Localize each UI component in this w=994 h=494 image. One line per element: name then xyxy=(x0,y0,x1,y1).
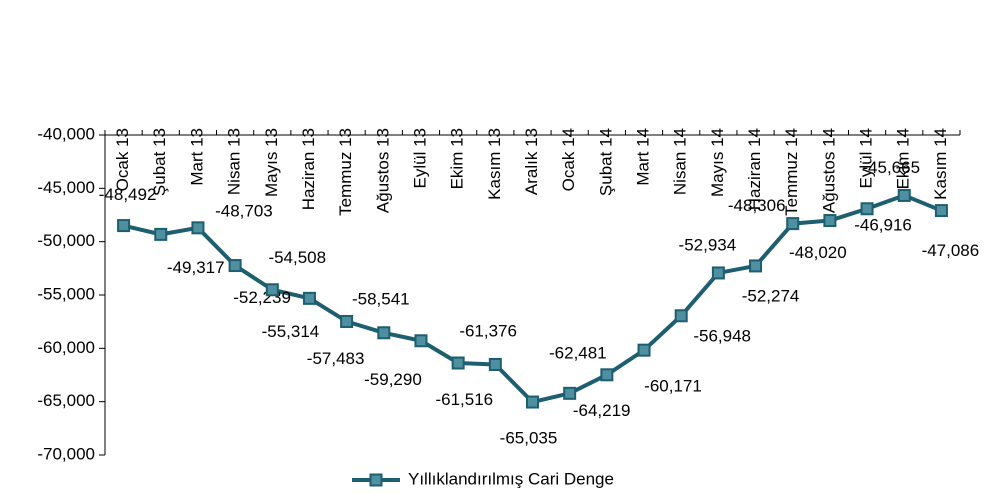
marker xyxy=(526,395,539,409)
data-label: -46,916 xyxy=(854,215,912,234)
y-tick-label: -55,000 xyxy=(37,284,95,303)
x-tick-label: Eylül 14 xyxy=(857,128,876,188)
data-label: -48,703 xyxy=(215,201,273,220)
x-tick-label: Nisan 13 xyxy=(225,128,244,195)
data-label: -62,481 xyxy=(549,343,607,362)
data-label: -56,948 xyxy=(693,326,751,345)
marker xyxy=(488,358,502,372)
x-tick-label: Temmuz 13 xyxy=(336,128,355,216)
marker xyxy=(117,219,131,233)
data-label: -48,492 xyxy=(99,185,157,204)
x-tick-label: Mayıs 13 xyxy=(262,128,281,197)
data-label: -45,665 xyxy=(862,158,920,177)
data-label: -47,086 xyxy=(922,241,980,260)
x-tick-label: Aralık 13 xyxy=(522,128,541,195)
marker xyxy=(860,202,874,216)
y-tick-label: -45,000 xyxy=(37,178,95,197)
marker xyxy=(600,368,614,382)
marker xyxy=(377,326,391,340)
marker xyxy=(897,188,911,202)
x-tick-label: Kasım 13 xyxy=(485,128,504,200)
marker xyxy=(674,309,688,323)
marker xyxy=(154,227,168,241)
data-label: -52,934 xyxy=(679,235,737,254)
data-label: -52,239 xyxy=(233,288,291,307)
x-tick-label: Mayıs 14 xyxy=(708,128,727,197)
x-tick-label: Kasım 14 xyxy=(931,128,950,200)
data-label: -52,274 xyxy=(742,286,800,305)
marker xyxy=(934,204,948,218)
x-tick-label: Eylül 13 xyxy=(410,128,429,188)
y-tick-label: -50,000 xyxy=(37,231,95,250)
x-tick-label: Şubat 13 xyxy=(150,128,169,196)
marker xyxy=(711,266,725,280)
marker xyxy=(265,283,279,297)
marker xyxy=(451,356,465,370)
x-tick-label: Temmuz 14 xyxy=(782,128,801,216)
x-tick-label: Ocak 13 xyxy=(113,128,132,191)
data-label: -64,219 xyxy=(573,401,631,420)
x-tick-label: Nisan 14 xyxy=(671,128,690,195)
marker xyxy=(302,291,316,305)
x-tick-label: Ekim 13 xyxy=(448,128,467,189)
y-tick-label: -40,000 xyxy=(37,124,95,143)
marker xyxy=(637,343,651,357)
marker xyxy=(749,259,763,273)
y-tick-label: -65,000 xyxy=(37,391,95,410)
marker xyxy=(823,214,837,228)
x-tick-label: Haziran 14 xyxy=(745,128,764,210)
legend-marker xyxy=(369,473,383,487)
y-tick-label: -60,000 xyxy=(37,338,95,357)
data-label: -58,541 xyxy=(352,289,410,308)
x-tick-label: Ocak 14 xyxy=(559,128,578,191)
marker xyxy=(414,334,428,348)
legend-label: Yıllıklandırılmış Cari Denge xyxy=(408,469,614,488)
marker xyxy=(563,386,577,400)
marker xyxy=(228,259,242,273)
x-tick-label: Mart 13 xyxy=(187,128,206,186)
data-label: -61,516 xyxy=(435,390,493,409)
x-tick-label: Ağustos 13 xyxy=(373,128,392,213)
data-label: -48,020 xyxy=(789,243,847,262)
data-label: -54,508 xyxy=(268,248,326,267)
marker xyxy=(340,314,354,328)
data-label: -65,035 xyxy=(500,429,558,448)
x-tick-label: Mart 14 xyxy=(634,128,653,186)
x-tick-label: Haziran 13 xyxy=(299,128,318,210)
marker xyxy=(191,221,205,235)
x-tick-label: Ağustos 14 xyxy=(819,128,838,213)
data-label: -48,306 xyxy=(728,196,786,215)
x-tick-label: Şubat 14 xyxy=(596,128,615,196)
data-label: -60,171 xyxy=(644,377,702,396)
data-label: -61,376 xyxy=(459,321,517,340)
data-label: -49,317 xyxy=(167,258,225,277)
x-tick-label: Ekim 14 xyxy=(894,128,913,189)
y-tick-label: -70,000 xyxy=(37,444,95,463)
data-label: -59,290 xyxy=(364,370,422,389)
marker xyxy=(786,217,800,231)
data-label: -55,314 xyxy=(262,322,320,341)
data-label: -57,483 xyxy=(307,349,365,368)
